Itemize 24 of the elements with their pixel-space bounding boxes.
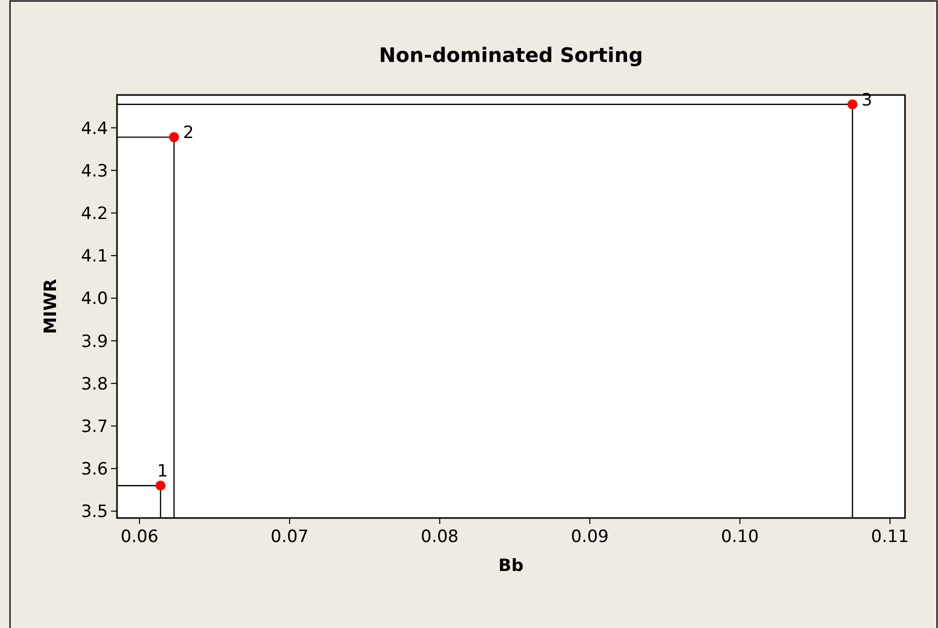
- y-tick-label: 4.2: [80, 204, 108, 224]
- y-tick-label: 3.7: [80, 416, 108, 437]
- y-axis-title: MIWR: [41, 278, 61, 334]
- annotation: 1: [157, 462, 168, 482]
- x-tick-label: 0.10: [720, 527, 759, 547]
- y-tick-label: 3.8: [80, 374, 108, 394]
- y-tick-label: 3.9: [80, 332, 108, 352]
- point: [156, 480, 166, 491]
- point: [169, 132, 180, 142]
- y-tick-label: 4.0: [80, 289, 108, 310]
- x-axis-title: Bb: [498, 556, 524, 576]
- y-tick-label: 4.4: [80, 118, 108, 139]
- y-tick-label: 4.3: [80, 161, 108, 182]
- x-tick-label: 0.08: [420, 527, 459, 547]
- x-tick-label: 0.11: [871, 527, 909, 547]
- x-tick-label: 0.06: [120, 527, 158, 547]
- y-tick-label: 3.6: [80, 460, 108, 480]
- y-tick-label: 3.5: [80, 502, 108, 522]
- chart-title: Non-dominated Sorting: [379, 43, 643, 67]
- y-tick-label: 4.1: [80, 246, 108, 267]
- point: [847, 99, 858, 110]
- x-tick-label: 0.07: [270, 527, 309, 547]
- annotation: 2: [183, 123, 194, 144]
- x-tick-label: 0.09: [570, 527, 609, 547]
